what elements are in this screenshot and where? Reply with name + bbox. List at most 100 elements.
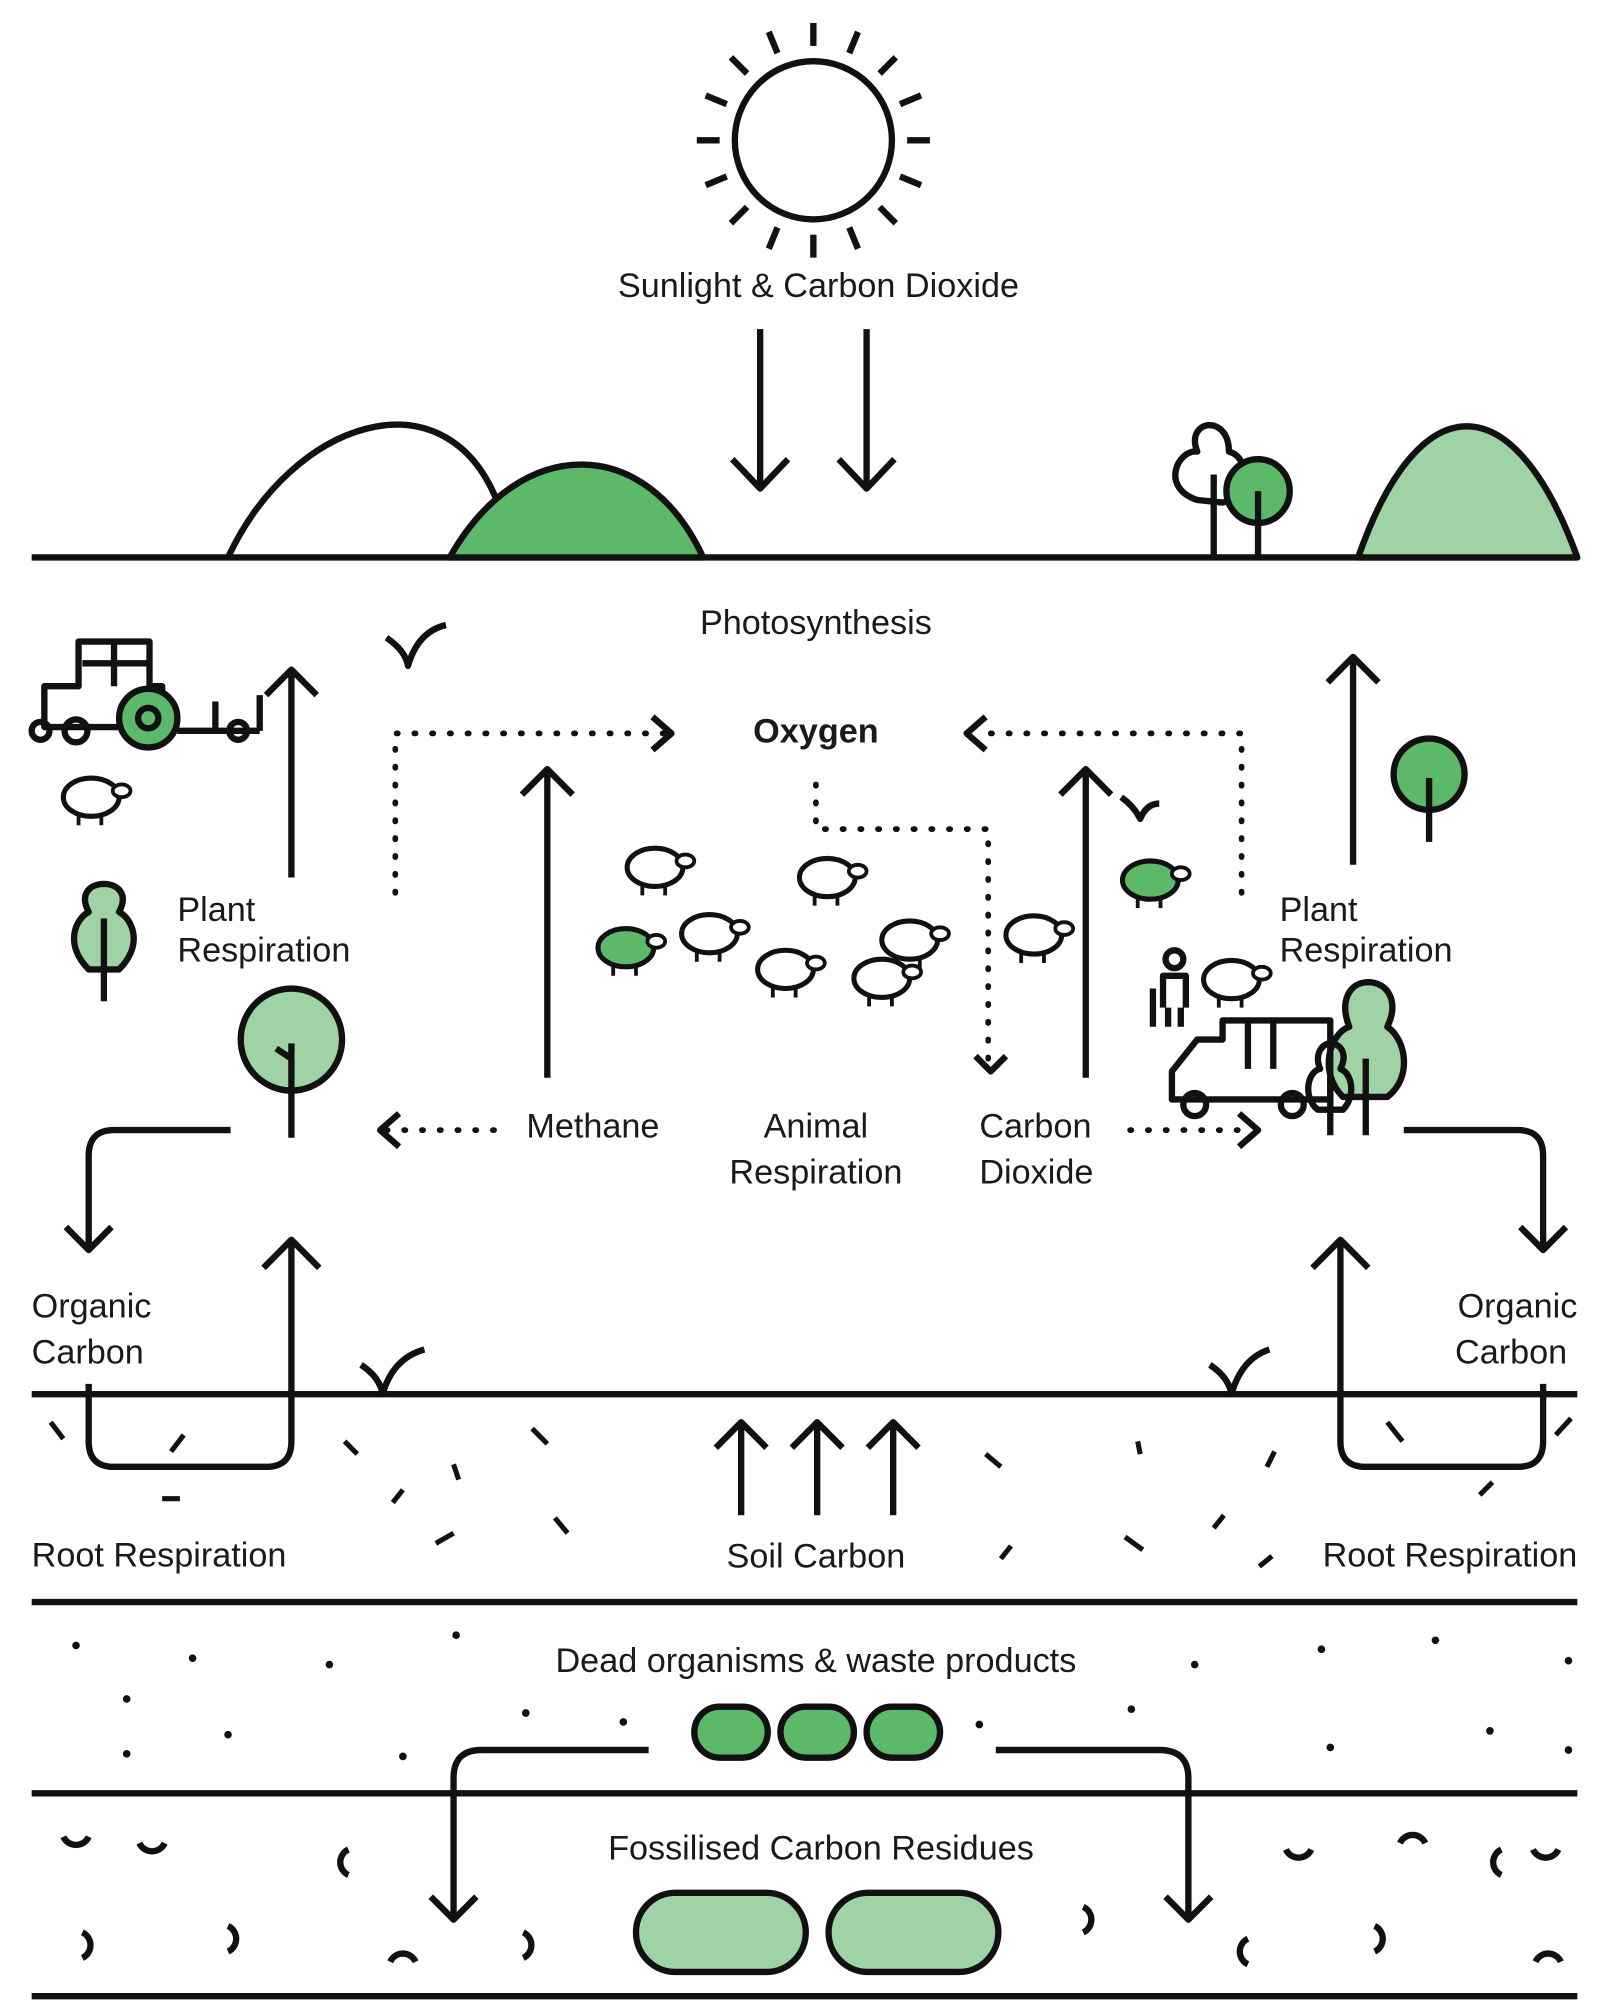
label: Carbon [1455, 1333, 1567, 1371]
hill [1358, 426, 1577, 557]
soil-dot [224, 1731, 232, 1739]
label: Photosynthesis [700, 604, 932, 642]
person [1166, 950, 1184, 968]
label: Oxygen [753, 712, 878, 750]
sheep [1204, 960, 1260, 998]
arrow [716, 1422, 919, 1515]
sun-ray [900, 95, 921, 104]
page: {"labels":{ "sunlight":"Sunlight & Carbo… [0, 0, 1609, 2000]
fossil-mark [340, 1849, 348, 1875]
sheep-head [849, 865, 867, 878]
pill [867, 1707, 940, 1758]
fossil-mark [63, 1837, 88, 1845]
pill [694, 1707, 767, 1758]
soil-dot [1326, 1744, 1334, 1752]
soil-mark [1138, 1441, 1141, 1454]
sun-ray [731, 207, 747, 223]
soil-mark [555, 1518, 568, 1533]
sheep-head [903, 966, 921, 979]
soil-mark [1387, 1422, 1402, 1441]
sheep-head [1055, 922, 1073, 935]
sheep-head [1172, 867, 1190, 880]
soil-dot [1486, 1727, 1494, 1735]
label: Carbon [32, 1333, 144, 1371]
label: Methane [526, 1108, 659, 1146]
soil-dot [1432, 1636, 1440, 1644]
soil-mark [532, 1429, 547, 1444]
sheep [854, 959, 910, 997]
fossil-mark [1375, 1926, 1383, 1952]
label: Soil Carbon [727, 1538, 906, 1576]
soil-dot [326, 1661, 334, 1669]
sheep-head [113, 784, 131, 797]
label: Organic [1458, 1288, 1578, 1326]
soil-mark [1214, 1515, 1224, 1528]
sun-ray [769, 32, 778, 53]
fossil-pill [636, 1893, 806, 1972]
sun-ray [731, 57, 747, 73]
label: Respiration [1280, 932, 1453, 970]
sheep-head [807, 957, 825, 970]
sun-ray [706, 95, 727, 104]
soil-mark [393, 1490, 403, 1503]
soil-mark [51, 1422, 64, 1439]
sheep-head [647, 935, 665, 948]
soil-mark [986, 1454, 1001, 1467]
soil-dot [1565, 1657, 1573, 1665]
sheep-head [731, 921, 749, 934]
fossil-mark [1400, 1835, 1425, 1843]
hill [228, 425, 497, 558]
sheep [758, 950, 814, 988]
fossil-mark [1240, 1939, 1248, 1965]
soil-dot [123, 1695, 131, 1703]
fossil-mark [82, 1932, 90, 1958]
sheep-head [677, 855, 695, 868]
sheep-head [931, 927, 949, 940]
fossil-mark [1083, 1907, 1091, 1933]
label: Organic [32, 1288, 152, 1326]
sheep [1006, 916, 1062, 954]
tractor-wheel [32, 722, 50, 740]
label: Root Respiration [1323, 1536, 1578, 1574]
sun-ray [849, 32, 858, 53]
sun-ray [900, 176, 921, 185]
sun-ray [769, 228, 778, 249]
soil-dot [620, 1718, 628, 1726]
soil-dot [189, 1654, 197, 1662]
arrowhead [380, 717, 1258, 1147]
soil-mark [436, 1533, 454, 1543]
soil-dot [452, 1631, 460, 1639]
fossil-mark [1536, 1954, 1561, 1962]
sheep [799, 858, 855, 896]
sheep [1122, 861, 1178, 899]
fossil-mark [523, 1932, 531, 1958]
label: Dead organisms & waste products [556, 1642, 1077, 1680]
label: Fossilised Carbon Residues [608, 1830, 1034, 1868]
arrow [732, 329, 894, 488]
soil-dot [1565, 1746, 1573, 1754]
soil-mark [171, 1435, 184, 1452]
label: Carbon [979, 1108, 1091, 1146]
soil-mark [1259, 1556, 1272, 1566]
sheep [627, 848, 683, 886]
fossil-pill [829, 1893, 999, 1972]
sheep [63, 778, 119, 816]
fossil-mark [1286, 1849, 1311, 1857]
label: Respiration [729, 1154, 902, 1192]
label: Dioxide [979, 1154, 1093, 1192]
soil-dot [1128, 1705, 1136, 1713]
soil-mark [1267, 1452, 1275, 1467]
sun-ray [849, 228, 858, 249]
sun [735, 61, 892, 219]
carbon-cycle-diagram: Sunlight & Carbon Dioxide Photosynthesis… [0, 0, 1609, 2000]
soil-dot [1318, 1645, 1326, 1653]
sun-ray [880, 57, 896, 73]
label: Respiration [177, 932, 350, 970]
soil-dot [123, 1750, 131, 1758]
layer-lines [32, 557, 1578, 1996]
soil-dot [72, 1642, 80, 1650]
soil-mark [454, 1464, 459, 1479]
tractor-wheel [65, 719, 88, 742]
label: Animal [764, 1108, 869, 1146]
fossil-mark [139, 1843, 164, 1851]
